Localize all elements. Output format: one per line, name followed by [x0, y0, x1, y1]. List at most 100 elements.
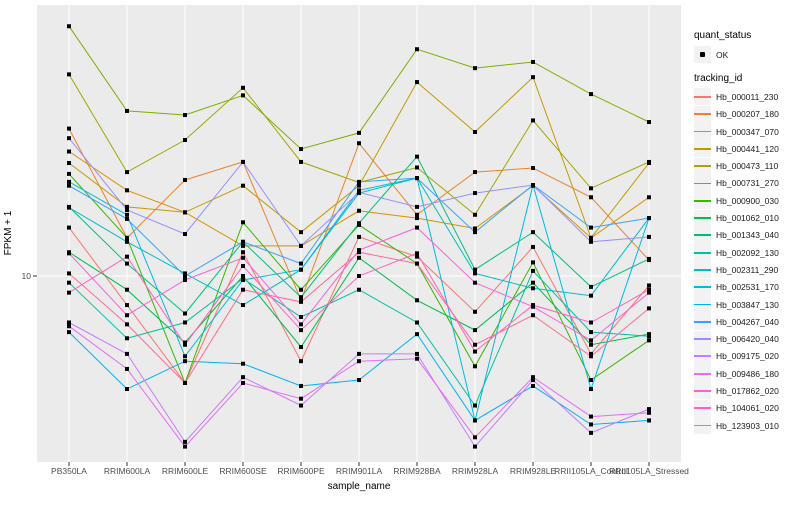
data-point [531, 244, 535, 249]
data-point [531, 375, 535, 380]
x-tick-label: RRIM600LA [104, 466, 151, 476]
data-point [647, 283, 651, 288]
data-point [299, 230, 303, 235]
data-point [415, 320, 419, 325]
data-point [647, 332, 651, 337]
data-point [299, 328, 303, 333]
data-point [473, 280, 477, 285]
data-point [647, 195, 651, 200]
data-point [473, 66, 477, 71]
data-point [647, 410, 651, 415]
legend-key [694, 296, 711, 313]
data-point [241, 303, 245, 308]
data-point [241, 159, 245, 164]
data-point [357, 188, 361, 193]
data-point [67, 251, 71, 256]
legend-entry: Hb_001062_010 [694, 209, 798, 227]
legend-entry-label: Hb_017862_020 [716, 385, 779, 396]
data-point [241, 183, 245, 188]
data-point [125, 207, 129, 212]
data-point [299, 299, 303, 304]
x-tick-label: RRIM928LE [510, 466, 557, 476]
data-point [183, 444, 187, 449]
legend-entry: Hb_002531_170 [694, 278, 798, 296]
data-point [241, 239, 245, 244]
data-point [241, 361, 245, 366]
data-point [589, 235, 593, 240]
data-point [299, 267, 303, 272]
legend-entry-label: Hb_001343_040 [716, 230, 779, 241]
data-point [183, 113, 187, 118]
legend-title-tracking-id: tracking_id [694, 73, 743, 85]
data-point [125, 216, 129, 221]
data-point [125, 287, 129, 292]
x-tick-label: RRIM928BA [393, 466, 441, 476]
data-point [415, 165, 419, 170]
data-point [589, 225, 593, 230]
data-point [67, 225, 71, 230]
legend-entries: Hb_000011_230 Hb_000207_180 Hb_000347_070 H… [694, 88, 798, 435]
data-point [647, 407, 651, 412]
series-color-line-icon [694, 407, 711, 410]
data-point [67, 149, 71, 154]
data-point [589, 422, 593, 427]
data-point [125, 235, 129, 240]
legend-entry: Hb_104061_020 [694, 399, 798, 417]
data-point [473, 444, 477, 449]
legend-entry-label: Hb_000473_110 [716, 161, 779, 172]
data-point [125, 108, 129, 113]
plot-area: PB350LA RRIM600LA RRIM600LE RRIM600SE RRIM60… [3, 5, 689, 492]
data-point [473, 364, 477, 369]
series-color-line-icon [694, 96, 711, 98]
data-point [67, 161, 71, 166]
x-tick-label: RRIM901LA [336, 466, 383, 476]
data-point [589, 414, 593, 419]
data-point [357, 250, 361, 255]
data-point [589, 92, 593, 97]
legend-entry-label: Hb_000900_030 [716, 195, 779, 206]
legend-key [694, 365, 711, 383]
legend-entry-label: Hb_004267_040 [716, 316, 779, 327]
data-point [647, 306, 651, 311]
data-point [299, 261, 303, 266]
legend-entry: Hb_000207_180 [694, 105, 798, 123]
data-point [473, 212, 477, 217]
data-point [357, 183, 361, 188]
data-point [589, 378, 593, 383]
data-point [589, 293, 593, 298]
legend-key [694, 417, 711, 435]
data-point [531, 383, 535, 388]
x-tick-label: RRII105LA_Control [554, 466, 628, 476]
data-point [473, 403, 477, 408]
series-color-line-icon [694, 372, 711, 375]
data-point [299, 159, 303, 164]
data-point [241, 85, 245, 90]
legend-key [694, 157, 711, 175]
series-color-line-icon [694, 390, 711, 392]
legend-entry-label: Hb_002092_130 [716, 247, 779, 258]
legend-key [694, 313, 711, 331]
series-color-line-icon [694, 338, 711, 340]
data-point [473, 342, 477, 347]
data-point [589, 195, 593, 200]
legend-entry: Hb_000011_230 [694, 88, 798, 106]
data-point [415, 212, 419, 217]
chart-layer: PB350LA RRIM600LA RRIM600LE RRIM600SE RRIM60… [33, 5, 689, 476]
data-point [67, 179, 71, 184]
data-point [589, 342, 593, 347]
data-point [183, 340, 187, 345]
data-point [647, 159, 651, 164]
legend-entry-label: Hb_009486_180 [716, 368, 779, 379]
data-point [183, 277, 187, 282]
legend-quant-status-block: quant_status OK [694, 30, 798, 64]
axis-text-layer: 10 sample_name FPKM + 1 [3, 210, 391, 492]
series-color-line-icon [694, 269, 711, 271]
legend-entry: Hb_123903_010 [694, 417, 798, 435]
legend-entry: Hb_001343_040 [694, 226, 798, 244]
legend-key [694, 226, 711, 244]
data-point [183, 359, 187, 364]
legend-key [694, 244, 711, 262]
y-axis-title: FPKM + 1 [3, 210, 14, 255]
data-point [241, 243, 245, 248]
data-point [125, 204, 129, 209]
